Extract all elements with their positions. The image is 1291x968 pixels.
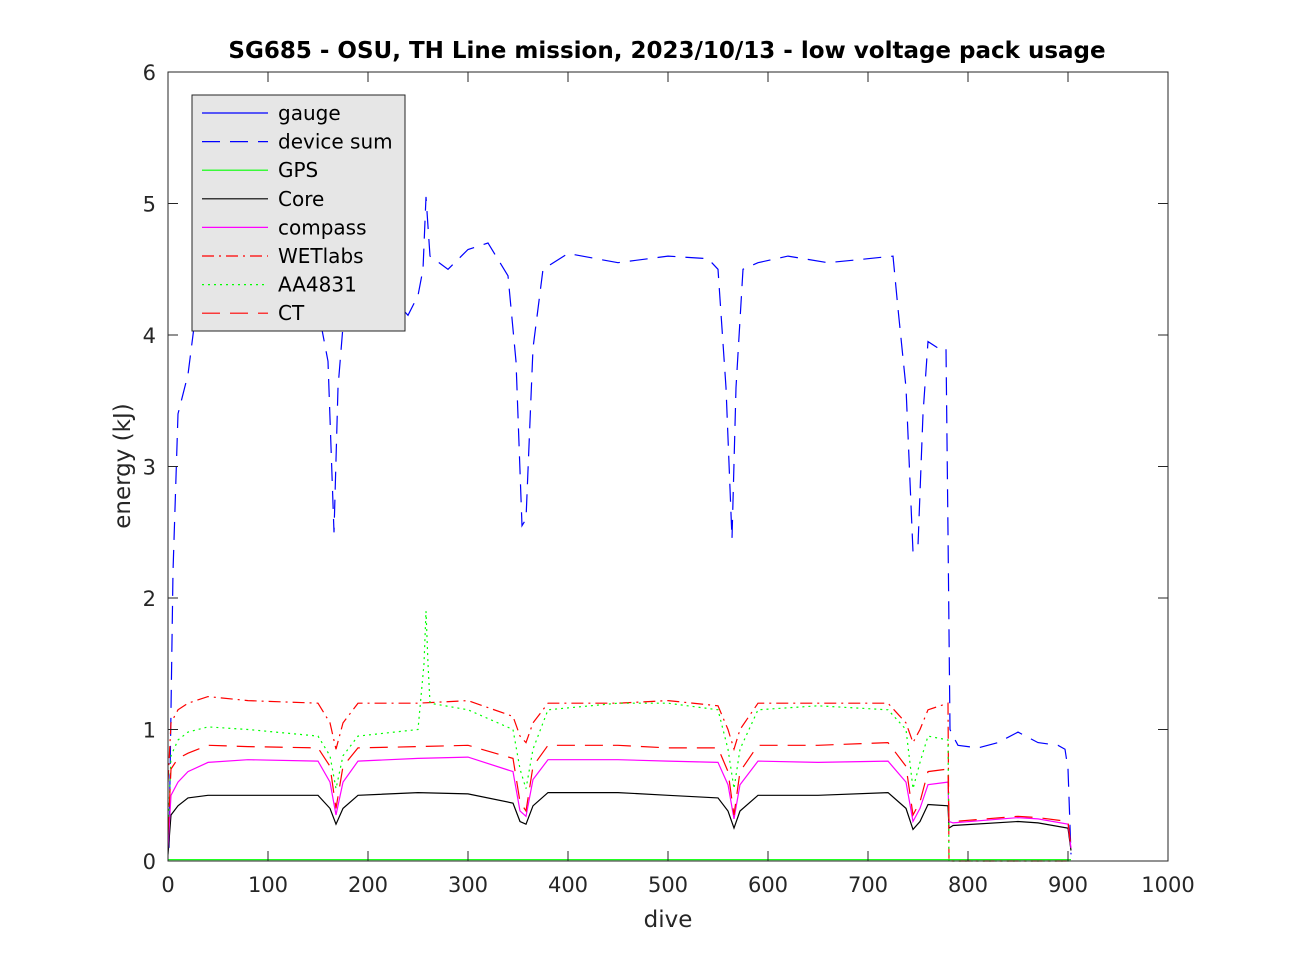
- chart-title: SG685 - OSU, TH Line mission, 2023/10/13…: [228, 38, 1105, 64]
- legend-label: compass: [278, 215, 367, 239]
- y-tick-label: 3: [143, 456, 156, 480]
- y-tick-label: 6: [143, 61, 156, 85]
- x-tick-label: 700: [848, 873, 888, 897]
- series-line-ct: [168, 741, 1072, 848]
- legend-label: gauge: [278, 101, 341, 125]
- y-tick-label: 5: [143, 193, 156, 217]
- x-tick-label: 900: [1048, 873, 1088, 897]
- legend-label: AA4831: [278, 273, 357, 297]
- x-tick-label: 600: [748, 873, 788, 897]
- x-axis: 0 100 200 300 400 500 600 700 800 900 1000: [161, 72, 1195, 897]
- series-layer: [168, 196, 1072, 862]
- x-tick-label: 500: [648, 873, 688, 897]
- legend-label: Core: [278, 187, 324, 211]
- legend-box: [191, 94, 406, 332]
- plot-area: 0 100 200 300 400 500 600 700 800 900 1000 0 1 2 3 4 5 6: [143, 61, 1195, 897]
- x-tick-label: 800: [948, 873, 988, 897]
- x-tick-label: 1000: [1141, 873, 1194, 897]
- legend-label: GPS: [278, 158, 318, 182]
- legend-label: WETlabs: [278, 244, 364, 268]
- x-tick-label: 100: [248, 873, 288, 897]
- x-axis-label: dive: [644, 907, 693, 933]
- x-tick-label: 200: [348, 873, 388, 897]
- y-tick-label: 0: [143, 850, 156, 874]
- y-axis-label: energy (kJ): [110, 403, 136, 529]
- legend: gauge device sum GPS Core compass WETlabs AA48…: [191, 94, 406, 332]
- x-tick-label: 300: [448, 873, 488, 897]
- x-tick-label: 400: [548, 873, 588, 897]
- y-tick-label: 1: [143, 719, 156, 743]
- legend-label: device sum: [278, 130, 393, 154]
- y-tick-label: 2: [143, 587, 156, 611]
- legend-items: gauge device sum GPS Core compass WETlabs AA48…: [202, 101, 393, 325]
- y-axis: 0 1 2 3 4 5 6: [143, 61, 1168, 874]
- y-tick-label: 4: [143, 324, 156, 348]
- series-line-core: [168, 791, 1072, 855]
- series-line-wetlabs: [168, 695, 1071, 862]
- series-line-compass: [168, 756, 1072, 848]
- series-line-device-sum: [168, 196, 1072, 855]
- legend-label: CT: [278, 301, 305, 325]
- x-tick-label: 0: [161, 873, 174, 897]
